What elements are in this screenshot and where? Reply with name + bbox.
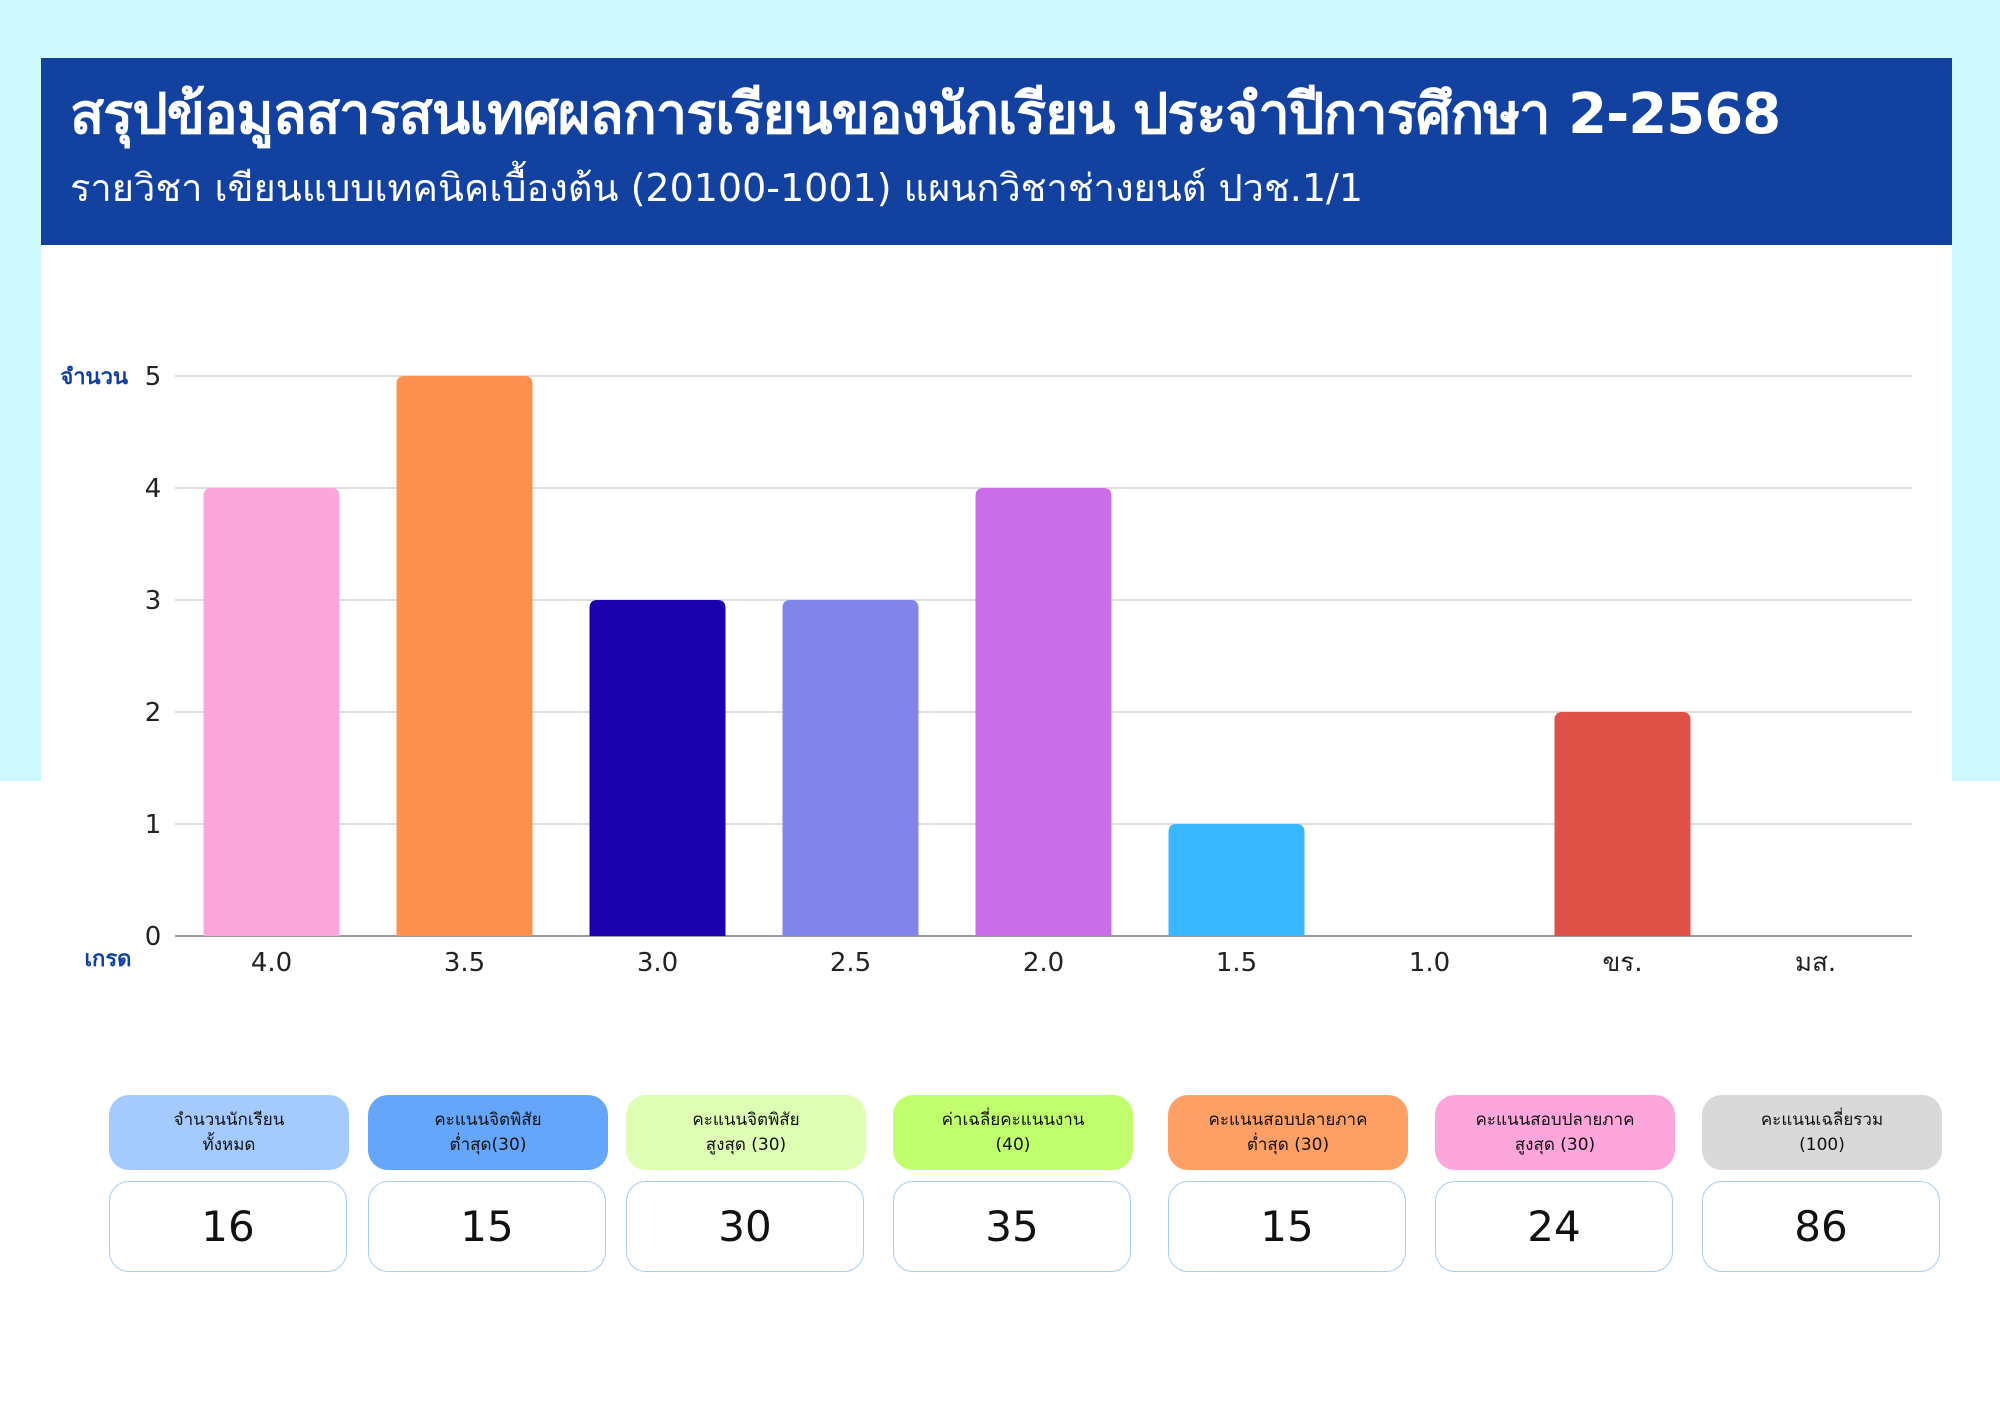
bar-4 xyxy=(975,488,1112,936)
stat-value-0: 16 xyxy=(109,1181,347,1272)
x-tick-label: 3.5 xyxy=(444,948,485,978)
stat-value-3: 35 xyxy=(893,1181,1131,1272)
stat-label-2: คะแนนจิตพิสัย สูงสุด (30) xyxy=(626,1095,866,1170)
stat-value-5: 24 xyxy=(1435,1181,1673,1272)
page-subtitle: รายวิชา เขียนแบบเทคนิคเบื้องต้น (20100-1… xyxy=(70,166,1363,210)
y-tick-label: 5 xyxy=(145,362,162,392)
x-tick-label: มส. xyxy=(1795,948,1836,978)
y-tick-label: 0 xyxy=(145,922,162,952)
y-axis-label: จำนวน xyxy=(60,365,128,390)
stat-value-1: 15 xyxy=(368,1181,606,1272)
y-tick-label: 2 xyxy=(145,698,162,728)
bar-2 xyxy=(589,600,726,936)
bar-3 xyxy=(782,600,919,936)
bar-1 xyxy=(396,376,533,936)
x-axis-label: เกรด xyxy=(85,947,132,972)
x-tick-label: 4.0 xyxy=(251,948,292,978)
stat-label-5: คะแนนสอบปลายภาค สูงสุด (30) xyxy=(1435,1095,1675,1170)
stat-label-4: คะแนนสอบปลายภาค ต่ำสุด (30) xyxy=(1168,1095,1408,1170)
stat-label-3: ค่าเฉลี่ยคะแนนงาน (40) xyxy=(893,1095,1133,1170)
stat-label-0: จำนวนนักเรียน ทั้งหมด xyxy=(109,1095,349,1170)
x-tick-label: 2.0 xyxy=(1023,948,1064,978)
stat-value-6: 86 xyxy=(1702,1181,1940,1272)
stat-label-6: คะแนนเฉลี่ยรวม (100) xyxy=(1702,1095,1942,1170)
page-title: สรุปข้อมูลสารสนเทศผลการเรียนของนักเรียน … xyxy=(70,82,1781,147)
y-tick-label: 3 xyxy=(145,586,162,616)
x-tick-label: 3.0 xyxy=(637,948,678,978)
stat-label-1: คะแนนจิตพิสัย ต่ำสุด(30) xyxy=(368,1095,608,1170)
stat-value-2: 30 xyxy=(626,1181,864,1272)
header-banner xyxy=(41,58,1952,245)
x-tick-label: 2.5 xyxy=(830,948,871,978)
bar-7 xyxy=(1554,712,1691,936)
y-tick-label: 1 xyxy=(145,810,162,840)
x-tick-label: ขร. xyxy=(1602,948,1642,978)
bar-5 xyxy=(1168,824,1305,936)
x-tick-label: 1.0 xyxy=(1409,948,1450,978)
y-tick-label: 4 xyxy=(145,474,162,504)
stat-value-4: 15 xyxy=(1168,1181,1406,1272)
x-tick-label: 1.5 xyxy=(1216,948,1257,978)
bar-0 xyxy=(203,488,340,936)
